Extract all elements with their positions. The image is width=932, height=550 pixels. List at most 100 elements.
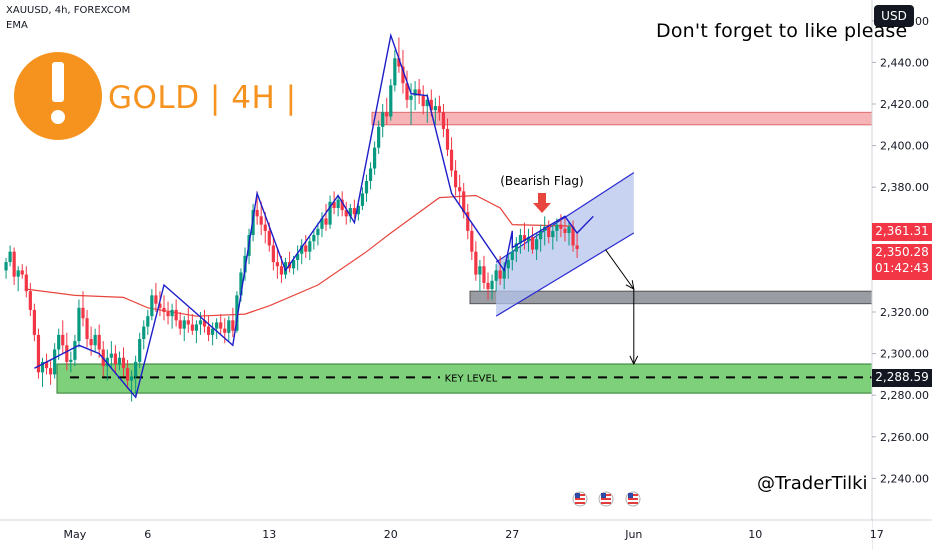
candle-body — [279, 266, 284, 275]
price-tick-label: 2,260.00 — [880, 431, 929, 444]
candle-body — [146, 316, 150, 327]
candle-body — [174, 309, 178, 321]
candle-body — [385, 112, 389, 117]
bearish-flag-label: (Bearish Flag) — [500, 174, 583, 188]
candle-body — [470, 230, 474, 252]
candle-body — [73, 341, 77, 360]
last-price-text: 2,350.28 — [875, 245, 929, 259]
candle-body — [186, 320, 190, 325]
candle-body — [53, 349, 57, 375]
candle-body — [466, 212, 470, 231]
candle-body — [283, 262, 288, 275]
candle-body — [454, 170, 458, 188]
candle-body — [275, 262, 279, 267]
candle-body — [417, 89, 421, 96]
candle-body — [486, 282, 490, 290]
red-down-arrow-icon — [533, 193, 551, 213]
candle-body — [502, 268, 506, 279]
candle-body — [267, 230, 271, 246]
ema-line — [26, 194, 574, 317]
plot-background[interactable] — [0, 0, 872, 520]
key-level-price-text: 2,288.59 — [875, 370, 929, 384]
candle-body — [300, 245, 304, 254]
time-axis — [0, 520, 872, 550]
candle-body — [437, 106, 441, 113]
candle-body — [259, 216, 263, 225]
candle-body — [389, 85, 393, 117]
currency-button[interactable]: USD — [874, 5, 914, 27]
time-tick-label: 13 — [262, 528, 276, 541]
candle-body — [482, 266, 486, 283]
time-tick-label: 6 — [144, 528, 151, 541]
price-tick-label: 2,320.00 — [880, 306, 929, 319]
price-tick-label: 2,420.00 — [880, 98, 929, 111]
time-tick-label: Jun — [624, 528, 642, 541]
candle-body — [292, 260, 296, 269]
price-tick-label: 2,280.00 — [880, 389, 929, 402]
watermark: @TraderTilki — [757, 473, 868, 494]
key-level-label: KEY LEVEL — [445, 373, 498, 384]
candle-body — [44, 361, 49, 369]
candle-body — [526, 237, 531, 242]
candle-body — [421, 95, 425, 107]
candle-body — [227, 320, 231, 333]
candle-body — [182, 320, 186, 329]
candle-body — [219, 322, 223, 329]
key-level-price-tag: 2,288.59 — [872, 369, 932, 387]
candle-body — [332, 201, 336, 208]
candle-body — [506, 260, 510, 269]
candle-body — [125, 368, 130, 381]
flag-lower-line — [495, 232, 635, 317]
candle-body — [61, 334, 65, 346]
us-flag-canton — [628, 493, 633, 498]
candle-body — [522, 235, 527, 242]
candle-body — [575, 245, 579, 250]
candle-body — [28, 291, 32, 310]
candle-body — [458, 187, 462, 192]
candle-body — [539, 230, 543, 240]
candle-body — [243, 255, 247, 273]
us-flag-canton — [575, 493, 580, 498]
candle-body — [405, 83, 409, 100]
candle-body — [356, 205, 360, 215]
candle-body — [571, 226, 575, 246]
candle-body — [49, 368, 53, 375]
candle-body — [57, 334, 61, 350]
candle-body — [113, 353, 117, 364]
candle-body — [109, 353, 113, 358]
last-price-tag: 2,350.28 01:42:43 — [872, 244, 932, 280]
candle-body — [65, 345, 69, 362]
time-tick-label: 20 — [384, 528, 398, 541]
key-level-label-bg — [440, 370, 502, 385]
candle-body — [563, 228, 567, 233]
candle-body — [32, 309, 36, 335]
exclamation-icon-bar — [52, 62, 64, 102]
candle-body — [206, 326, 211, 335]
candle-body — [162, 307, 166, 312]
candle-body — [304, 245, 308, 252]
us-flag-canton — [601, 493, 606, 498]
candle-body — [364, 180, 369, 194]
countdown-text: 01:42:43 — [875, 261, 929, 275]
candle-body — [397, 58, 401, 67]
us-flag-stripe — [601, 502, 611, 504]
projection-arrowhead-2 — [629, 355, 639, 366]
candle-body — [401, 66, 405, 84]
candle-body — [312, 235, 316, 242]
indicator-label[interactable]: EMA — [6, 20, 28, 31]
candle-body — [429, 99, 433, 111]
candle-body — [320, 218, 324, 229]
candle-body — [547, 226, 551, 238]
candle-body — [478, 266, 482, 275]
candle-body — [142, 326, 146, 340]
price-tick-label: 2,380.00 — [880, 181, 929, 194]
candle-body — [130, 376, 134, 381]
candle-body — [16, 270, 20, 277]
candle-body — [89, 339, 93, 346]
candle-body — [154, 295, 158, 304]
candle-body — [215, 322, 219, 329]
candle-body — [223, 328, 227, 333]
us-flag-stripe — [628, 498, 638, 500]
candle-body — [518, 235, 522, 244]
